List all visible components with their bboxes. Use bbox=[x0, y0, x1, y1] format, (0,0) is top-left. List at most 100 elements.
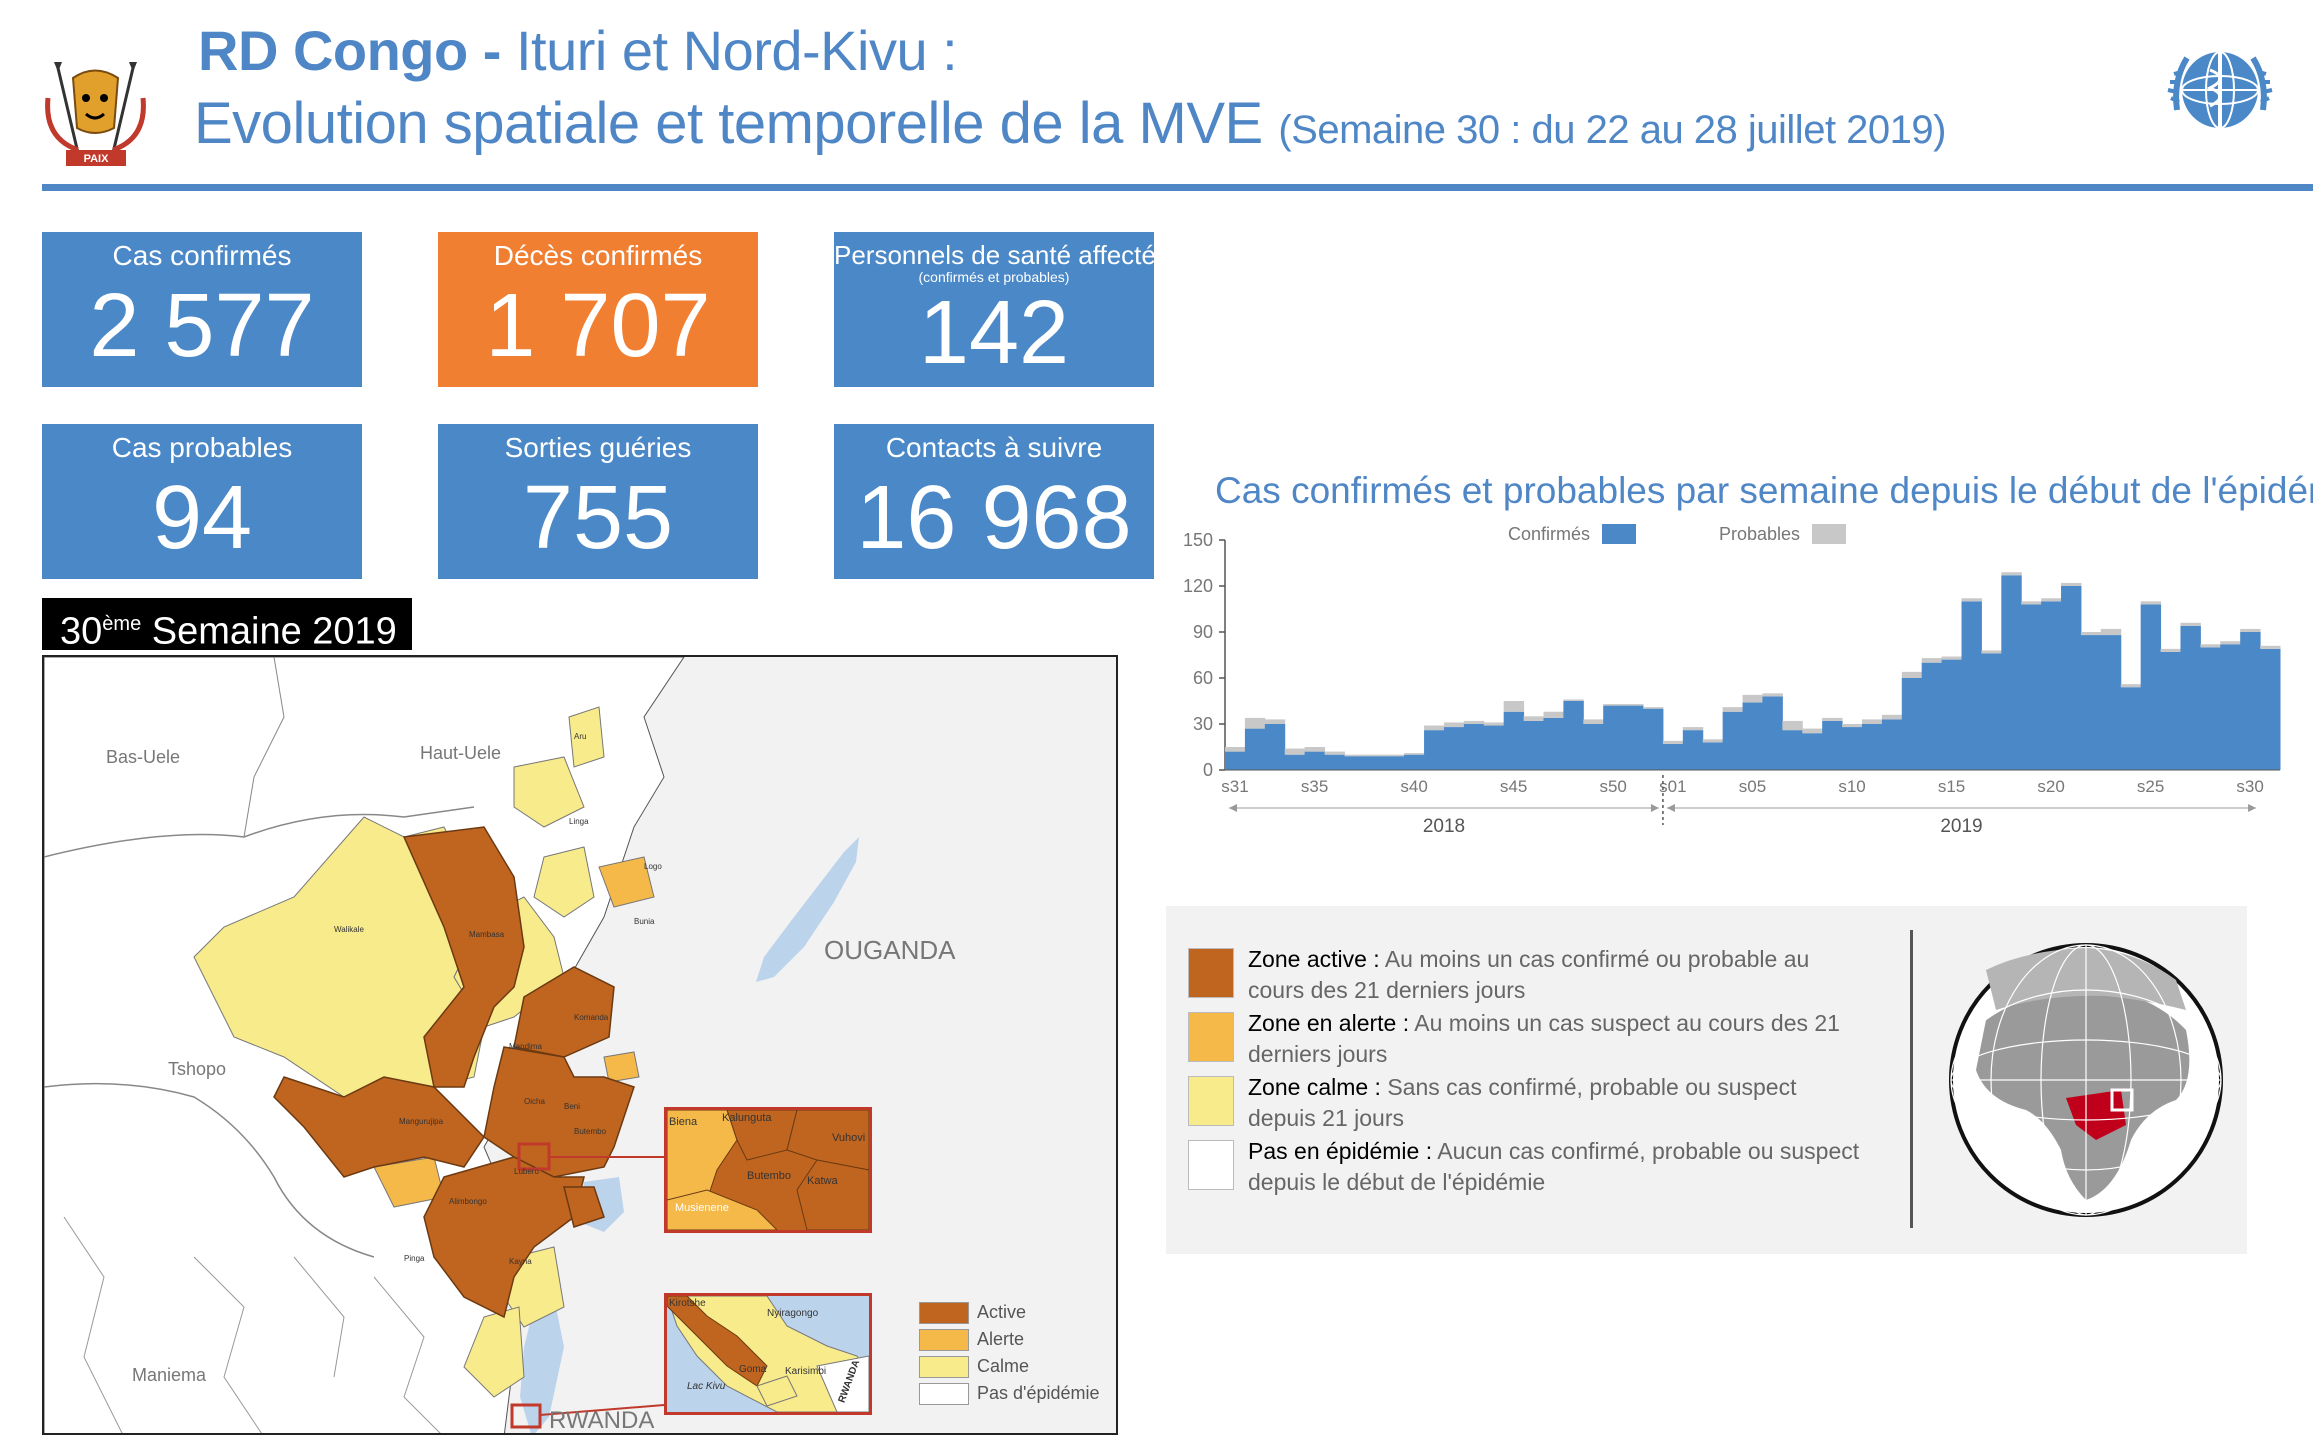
zone-label-musienene: Musienene bbox=[675, 1202, 729, 1214]
zone-label-katwa: Katwa bbox=[807, 1175, 838, 1187]
title-country: RD Congo - bbox=[198, 19, 501, 82]
bar-probables bbox=[2061, 582, 2082, 586]
week-text: Semaine 2019 bbox=[151, 610, 397, 653]
legend-title-alerte: Zone en alerte : bbox=[1248, 1010, 1410, 1036]
bar-probables bbox=[1563, 699, 1584, 701]
bar-confirmes bbox=[1543, 717, 1564, 770]
bar-probables bbox=[2080, 632, 2102, 636]
bar-confirmes bbox=[1503, 711, 1525, 770]
y-tick-label: 90 bbox=[1193, 622, 1213, 642]
bar-confirmes bbox=[1583, 724, 1604, 770]
bar-probables bbox=[2120, 684, 2142, 688]
zone-label: Pinga bbox=[404, 1254, 425, 1263]
legend-swatch-probables bbox=[1812, 524, 1846, 544]
bar-probables bbox=[1384, 754, 1405, 757]
kpi-label: Contacts à suivre bbox=[885, 432, 1103, 463]
bar-probables bbox=[1881, 714, 1903, 720]
zone-label-kirotshe: Kirotshe bbox=[669, 1298, 706, 1309]
coat-of-arms-text: PAIX bbox=[84, 153, 110, 165]
y-tick-label: 30 bbox=[1193, 714, 1213, 734]
zone-label-karisimbi: Karisimbi bbox=[785, 1366, 827, 1377]
zone-label-goma: Goma bbox=[739, 1364, 767, 1375]
bar-confirmes bbox=[1662, 743, 1684, 770]
bar-confirmes bbox=[1643, 708, 1664, 770]
bar-probables bbox=[1901, 671, 1923, 678]
legend-swatch-alerte bbox=[919, 1329, 969, 1351]
kpi-sublabel: (confirmés et probables) bbox=[918, 269, 1070, 285]
bar-confirmes bbox=[1324, 754, 1345, 770]
bar-probables bbox=[1523, 716, 1544, 721]
bar-confirmes bbox=[1304, 751, 1326, 770]
zone-label: Komanda bbox=[574, 1013, 609, 1022]
bar-confirmes bbox=[1483, 725, 1505, 770]
legend-label-active: Active bbox=[977, 1302, 1027, 1322]
legend-label-pas: Pas d'épidémie bbox=[977, 1383, 1100, 1403]
bar-probables bbox=[2140, 601, 2162, 605]
zone-label: Logo bbox=[644, 862, 662, 871]
y-tick-label: 120 bbox=[1183, 576, 1213, 596]
map-legend: Active Alerte Calme Pas d'épidémie bbox=[919, 1302, 1109, 1417]
map-label-tshopo: Tshopo bbox=[168, 1059, 227, 1079]
legend-text-active: Zone active : Au moins un cas confirmé o… bbox=[1248, 944, 1868, 1006]
lake-kivu-label: Lac Kivu bbox=[687, 1381, 726, 1392]
who-logo-icon bbox=[2165, 40, 2275, 150]
map-label-rwanda: RWANDA bbox=[549, 1407, 655, 1434]
x-tick-label: s30 bbox=[2236, 777, 2263, 796]
legend-swatch-calme bbox=[1188, 1076, 1234, 1126]
bar-confirmes bbox=[1822, 720, 1843, 770]
bar-confirmes bbox=[1682, 730, 1704, 770]
bar-confirmes bbox=[1563, 701, 1584, 770]
bar-confirmes bbox=[1463, 724, 1485, 770]
bar-confirmes bbox=[1344, 756, 1365, 770]
zone-calme bbox=[193, 816, 485, 1098]
zone-active bbox=[402, 826, 525, 1088]
bar-probables bbox=[2180, 622, 2201, 626]
legend-label-confirmes: Confirmés bbox=[1508, 524, 1590, 544]
kpi-label: Personnels de santé affectés bbox=[834, 240, 1169, 270]
bar-probables bbox=[1344, 754, 1365, 757]
bar-confirmes bbox=[1881, 719, 1903, 770]
bar-confirmes bbox=[2061, 586, 2082, 770]
bar-probables bbox=[1225, 747, 1246, 752]
legend-desc-pas: Aucun cas confirmé, probable ou suspect … bbox=[1248, 1138, 1860, 1195]
legend-title-active: Zone active : bbox=[1248, 946, 1380, 972]
bar-confirmes bbox=[1861, 724, 1883, 770]
bar-probables bbox=[1742, 694, 1763, 703]
bar-probables bbox=[1941, 656, 1963, 660]
zone-label: Mangurujipa bbox=[399, 1117, 444, 1126]
subtitle-main: Evolution spatiale et temporelle de la M… bbox=[194, 91, 1263, 156]
week-suffix: ème bbox=[102, 613, 142, 635]
bar-confirmes bbox=[2240, 632, 2261, 770]
legend-label-calme: Calme bbox=[977, 1356, 1030, 1376]
x-tick-label: s15 bbox=[1938, 777, 1965, 796]
bar-probables bbox=[1364, 754, 1385, 757]
kpi-deces-confirmes: Décès confirmés 1 707 bbox=[438, 232, 758, 387]
zone-alerte bbox=[598, 856, 655, 908]
bar-probables bbox=[1583, 719, 1604, 724]
x-tick-label: s20 bbox=[2037, 777, 2064, 796]
bar-probables bbox=[1503, 701, 1525, 712]
bar-probables bbox=[1304, 747, 1326, 752]
page-subtitle: Evolution spatiale et temporelle de la M… bbox=[194, 90, 1946, 157]
bar-probables bbox=[1543, 711, 1564, 718]
zone-label: Linga bbox=[569, 817, 589, 826]
zone-label: Mandima bbox=[509, 1042, 542, 1051]
bar-confirmes bbox=[2001, 575, 2022, 770]
bar-confirmes bbox=[2021, 604, 2042, 770]
bar-probables bbox=[1802, 728, 1823, 734]
x-tick-label: s40 bbox=[1400, 777, 1427, 796]
kpi-value: 16 968 bbox=[856, 468, 1132, 568]
year-label: 2018 bbox=[1423, 816, 1465, 837]
bar-confirmes bbox=[1424, 730, 1445, 770]
year-label: 2019 bbox=[1940, 816, 1982, 837]
x-tick-label: s01 bbox=[1659, 777, 1686, 796]
zone-label-vuhovi: Vuhovi bbox=[832, 1132, 866, 1144]
bar-probables bbox=[1682, 727, 1704, 731]
year-arrow-right bbox=[1650, 804, 1659, 812]
year-arrow-left bbox=[1229, 804, 1237, 812]
bar-confirmes bbox=[1443, 727, 1465, 770]
x-tick-label: s45 bbox=[1500, 777, 1527, 796]
bar-probables bbox=[1662, 740, 1684, 744]
bar-probables bbox=[1822, 717, 1843, 721]
legend-desc-alerte: Au moins un cas suspect au cours des 21 … bbox=[1248, 1010, 1840, 1067]
